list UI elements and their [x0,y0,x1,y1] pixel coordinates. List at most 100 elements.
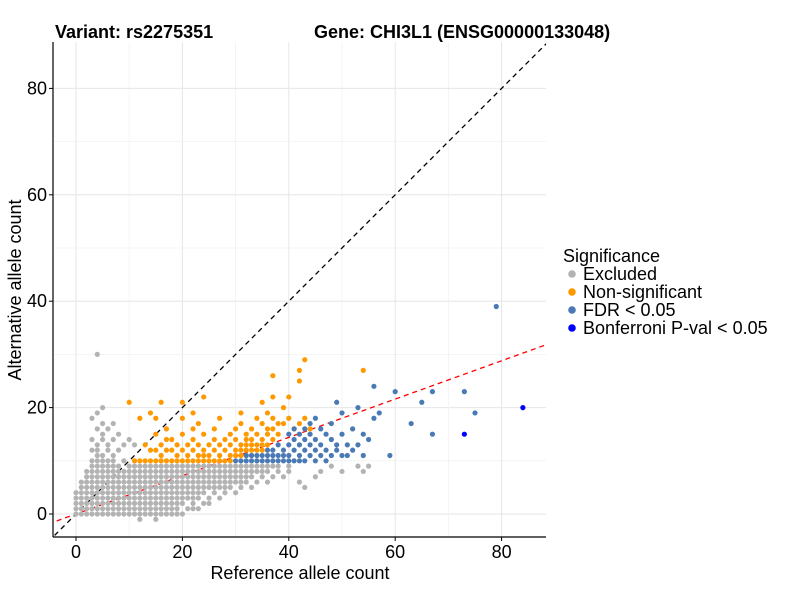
data-point-excluded [222,479,228,485]
data-point-non-significant [259,442,265,448]
data-point-excluded [318,468,324,475]
data-point-excluded [110,420,116,427]
data-point-excluded [100,495,106,501]
data-point-excluded [115,474,122,480]
data-point-excluded [94,506,100,512]
data-point-fdr-0-05 [243,458,249,464]
data-point-excluded [137,479,143,485]
data-point-excluded [195,495,201,501]
data-point-excluded [94,495,100,501]
data-point-fdr-0-05 [334,442,340,448]
data-point-excluded [142,463,148,469]
data-point-non-significant [158,452,164,459]
data-point-fdr-0-05 [302,426,308,432]
data-point-fdr-0-05 [270,452,276,459]
legend-label-bonferroni-p-val-0-05: Bonferroni P-val < 0.05 [583,318,768,338]
data-point-excluded [211,463,217,469]
data-point-non-significant [142,442,148,448]
data-point-fdr-0-05 [307,431,313,437]
data-point-fdr-0-05 [339,410,345,416]
data-point-excluded [211,484,217,490]
data-point-excluded [84,479,90,485]
data-point-excluded [163,468,170,475]
data-point-fdr-0-05 [248,452,255,459]
data-point-excluded [137,463,143,469]
data-point-excluded [84,484,90,490]
x-tick-label: 60 [385,542,405,562]
data-point-excluded [163,511,170,517]
data-point-non-significant [270,436,276,443]
data-point-excluded [94,351,100,357]
legend-label-non-significant: Non-significant [583,282,702,302]
data-point-excluded [227,484,233,490]
data-point-fdr-0-05 [286,458,292,464]
data-point-excluded [110,511,116,517]
data-point-excluded [105,468,111,475]
data-point-excluded [233,479,239,485]
data-point-excluded [100,431,106,437]
y-tick-label: 0 [37,504,47,524]
data-point-non-significant [238,442,244,448]
data-point-fdr-0-05 [264,452,271,459]
data-point-excluded [78,484,84,490]
data-point-excluded [206,495,212,501]
data-point-fdr-0-05 [312,447,318,453]
data-point-non-significant [248,442,255,448]
data-point-fdr-0-05 [419,399,425,405]
data-point-excluded [153,490,159,496]
data-point-excluded [296,479,303,485]
data-point-excluded [137,495,143,501]
data-point-excluded [233,490,239,496]
data-point-non-significant [179,458,185,464]
data-point-fdr-0-05 [280,447,287,453]
data-point-excluded [84,506,90,512]
data-point-excluded [163,506,170,512]
data-point-excluded [115,511,122,517]
data-point-excluded [84,490,90,496]
data-point-excluded [158,474,164,480]
data-point-excluded [238,463,244,469]
data-point-fdr-0-05 [280,452,287,459]
data-point-excluded [217,495,223,501]
data-point-excluded [137,516,143,522]
data-point-excluded [89,436,95,443]
data-point-fdr-0-05 [355,405,361,411]
data-point-excluded [217,484,223,490]
data-point-excluded [94,458,100,464]
data-point-excluded [73,511,79,517]
data-point-excluded [153,484,159,490]
data-point-excluded [153,463,159,469]
data-point-non-significant [211,436,217,443]
x-tick-label: 80 [492,542,512,562]
data-point-excluded [169,511,175,517]
data-point-excluded [94,500,100,506]
data-point-excluded [110,468,116,475]
data-point-fdr-0-05 [243,452,249,459]
data-point-excluded [137,500,143,506]
data-point-excluded [94,463,100,469]
data-point-non-significant [217,442,223,448]
x-axis-label: Reference allele count [210,563,389,583]
data-point-excluded [206,468,212,475]
data-point-excluded [100,452,106,459]
data-point-excluded [243,474,249,480]
data-point-non-significant [238,452,244,459]
data-point-fdr-0-05 [318,442,324,448]
data-point-excluded [105,426,111,432]
data-point-non-significant [190,458,196,464]
data-point-non-significant [190,447,196,453]
data-point-excluded [179,468,185,475]
data-point-excluded [254,479,260,485]
data-point-excluded [243,463,249,469]
data-point-fdr-0-05 [318,426,324,432]
data-point-excluded [126,511,132,517]
data-point-excluded [190,484,196,490]
data-point-fdr-0-05 [307,442,313,448]
data-point-excluded [190,495,196,501]
x-tick-label: 20 [172,542,192,562]
data-point-fdr-0-05 [296,458,303,464]
data-point-excluded [254,468,260,475]
data-point-fdr-0-05 [312,415,318,421]
data-point-excluded [163,463,170,469]
